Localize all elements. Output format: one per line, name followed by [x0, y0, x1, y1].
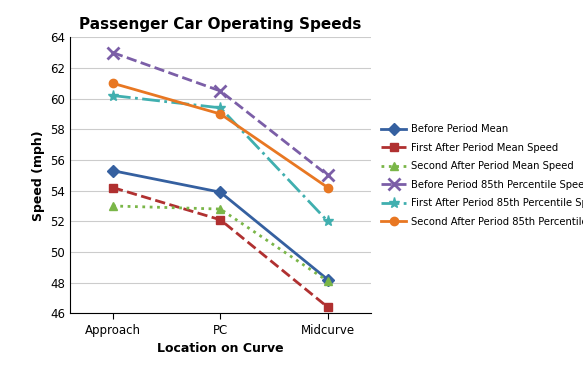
Second After Period 85th Percentile Speed: [324, 185, 331, 190]
First After Period 85th Percentile Speed: [324, 219, 331, 223]
Title: Passenger Car Operating Speeds: Passenger Car Operating Speeds: [79, 17, 361, 32]
First After Period 85th Percentile Speed: [110, 93, 117, 98]
Second After Period Mean Speed: [110, 204, 117, 208]
Before Period 85th Percentile Speed: [324, 173, 331, 178]
Before Period Mean: [217, 190, 224, 194]
Line: First After Period Mean Speed: First After Period Mean Speed: [109, 184, 332, 311]
First After Period Mean Speed: [217, 217, 224, 222]
Before Period Mean: [110, 169, 117, 173]
X-axis label: Location on Curve: Location on Curve: [157, 342, 284, 355]
Before Period 85th Percentile Speed: [217, 89, 224, 93]
Line: Before Period Mean: Before Period Mean: [109, 166, 332, 284]
Second After Period Mean Speed: [324, 279, 331, 283]
Before Period 85th Percentile Speed: [110, 50, 117, 55]
First After Period Mean Speed: [324, 305, 331, 310]
Legend: Before Period Mean, First After Period Mean Speed, Second After Period Mean Spee: Before Period Mean, First After Period M…: [378, 121, 583, 229]
First After Period Mean Speed: [110, 185, 117, 190]
Line: Before Period 85th Percentile Speed: Before Period 85th Percentile Speed: [107, 47, 333, 181]
Second After Period Mean Speed: [217, 207, 224, 211]
Line: Second After Period Mean Speed: Second After Period Mean Speed: [109, 202, 332, 285]
Line: First After Period 85th Percentile Speed: First After Period 85th Percentile Speed: [107, 90, 333, 227]
Second After Period 85th Percentile Speed: [110, 81, 117, 85]
Before Period Mean: [324, 278, 331, 282]
Second After Period 85th Percentile Speed: [217, 112, 224, 116]
Line: Second After Period 85th Percentile Speed: Second After Period 85th Percentile Spee…: [109, 79, 332, 192]
First After Period 85th Percentile Speed: [217, 106, 224, 110]
Y-axis label: Speed (mph): Speed (mph): [31, 130, 44, 220]
